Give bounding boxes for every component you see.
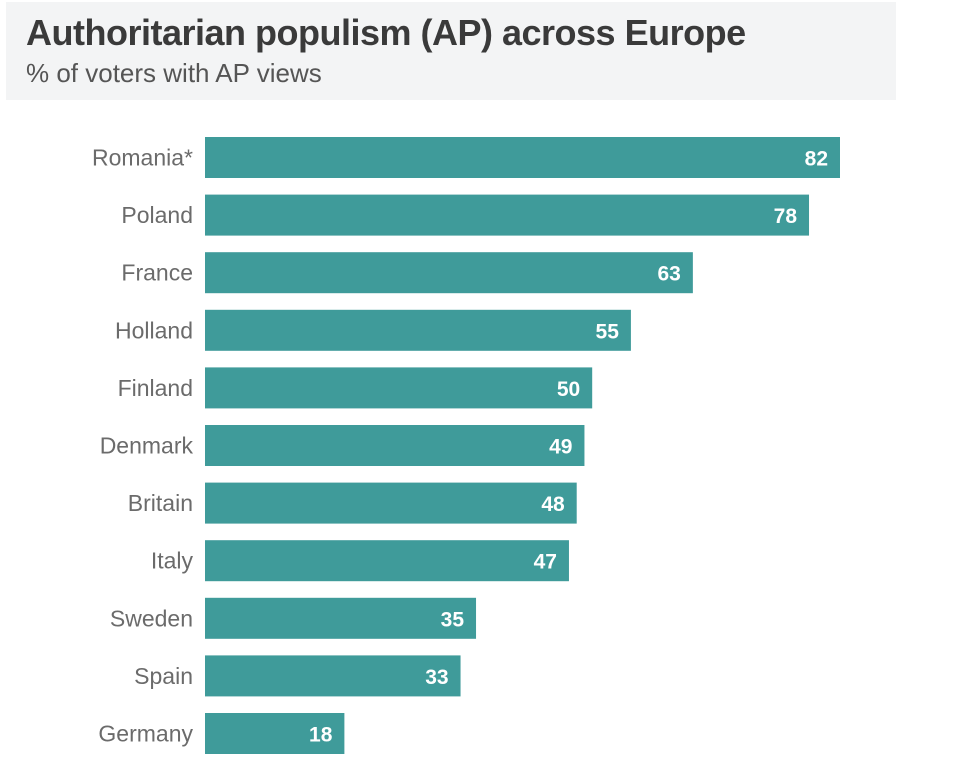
value-label: 50 xyxy=(557,378,580,401)
bar-group: Finland 50 xyxy=(118,367,593,409)
bar-group: Denmark 49 xyxy=(100,425,585,466)
category-label: Italy xyxy=(151,548,194,574)
category-label: Germany xyxy=(98,721,193,747)
value-label: 35 xyxy=(441,608,465,631)
bar xyxy=(205,252,693,294)
category-label: France xyxy=(121,260,193,286)
bar xyxy=(205,597,477,639)
chart-title: Authoritarian populism (AP) across Europ… xyxy=(26,12,746,53)
bar-group: Holland 55 xyxy=(115,309,631,351)
chart-header: Authoritarian populism (AP) across Europ… xyxy=(6,2,896,100)
chart-subtitle: % of voters with AP views xyxy=(26,58,322,88)
bar xyxy=(205,425,585,466)
category-label: Holland xyxy=(115,317,193,343)
category-label: Finland xyxy=(118,375,193,401)
value-label: 33 xyxy=(425,666,448,689)
category-label: Poland xyxy=(121,202,193,228)
bar xyxy=(205,540,569,582)
bar-group: Sweden 35 xyxy=(110,597,477,639)
category-label: Sweden xyxy=(110,605,193,631)
bar xyxy=(205,194,810,236)
bar-group: Romania* 82 xyxy=(92,137,840,178)
value-label: 49 xyxy=(549,436,572,459)
category-label: Denmark xyxy=(100,433,194,459)
bar-group: Germany 18 xyxy=(98,713,345,754)
value-label: 78 xyxy=(774,205,798,228)
category-label: Spain xyxy=(134,663,193,689)
value-label: 18 xyxy=(309,724,333,747)
bar xyxy=(205,713,345,754)
bar xyxy=(205,309,631,351)
category-label: Romania* xyxy=(92,145,193,171)
value-label: 48 xyxy=(541,493,565,516)
bar-group: Italy 47 xyxy=(151,540,569,582)
bar xyxy=(205,655,461,697)
bar-group: Britain 48 xyxy=(128,482,577,524)
bar xyxy=(205,367,593,409)
value-label: 55 xyxy=(596,320,620,343)
bar xyxy=(205,482,577,524)
value-label: 82 xyxy=(805,148,828,171)
bar-group: France 63 xyxy=(121,252,693,294)
bar-group: Spain 33 xyxy=(134,655,461,697)
bar-group: Poland 78 xyxy=(121,194,810,236)
value-label: 47 xyxy=(534,551,557,574)
category-label: Britain xyxy=(128,490,193,516)
bar xyxy=(205,137,840,178)
value-label: 63 xyxy=(658,263,681,286)
